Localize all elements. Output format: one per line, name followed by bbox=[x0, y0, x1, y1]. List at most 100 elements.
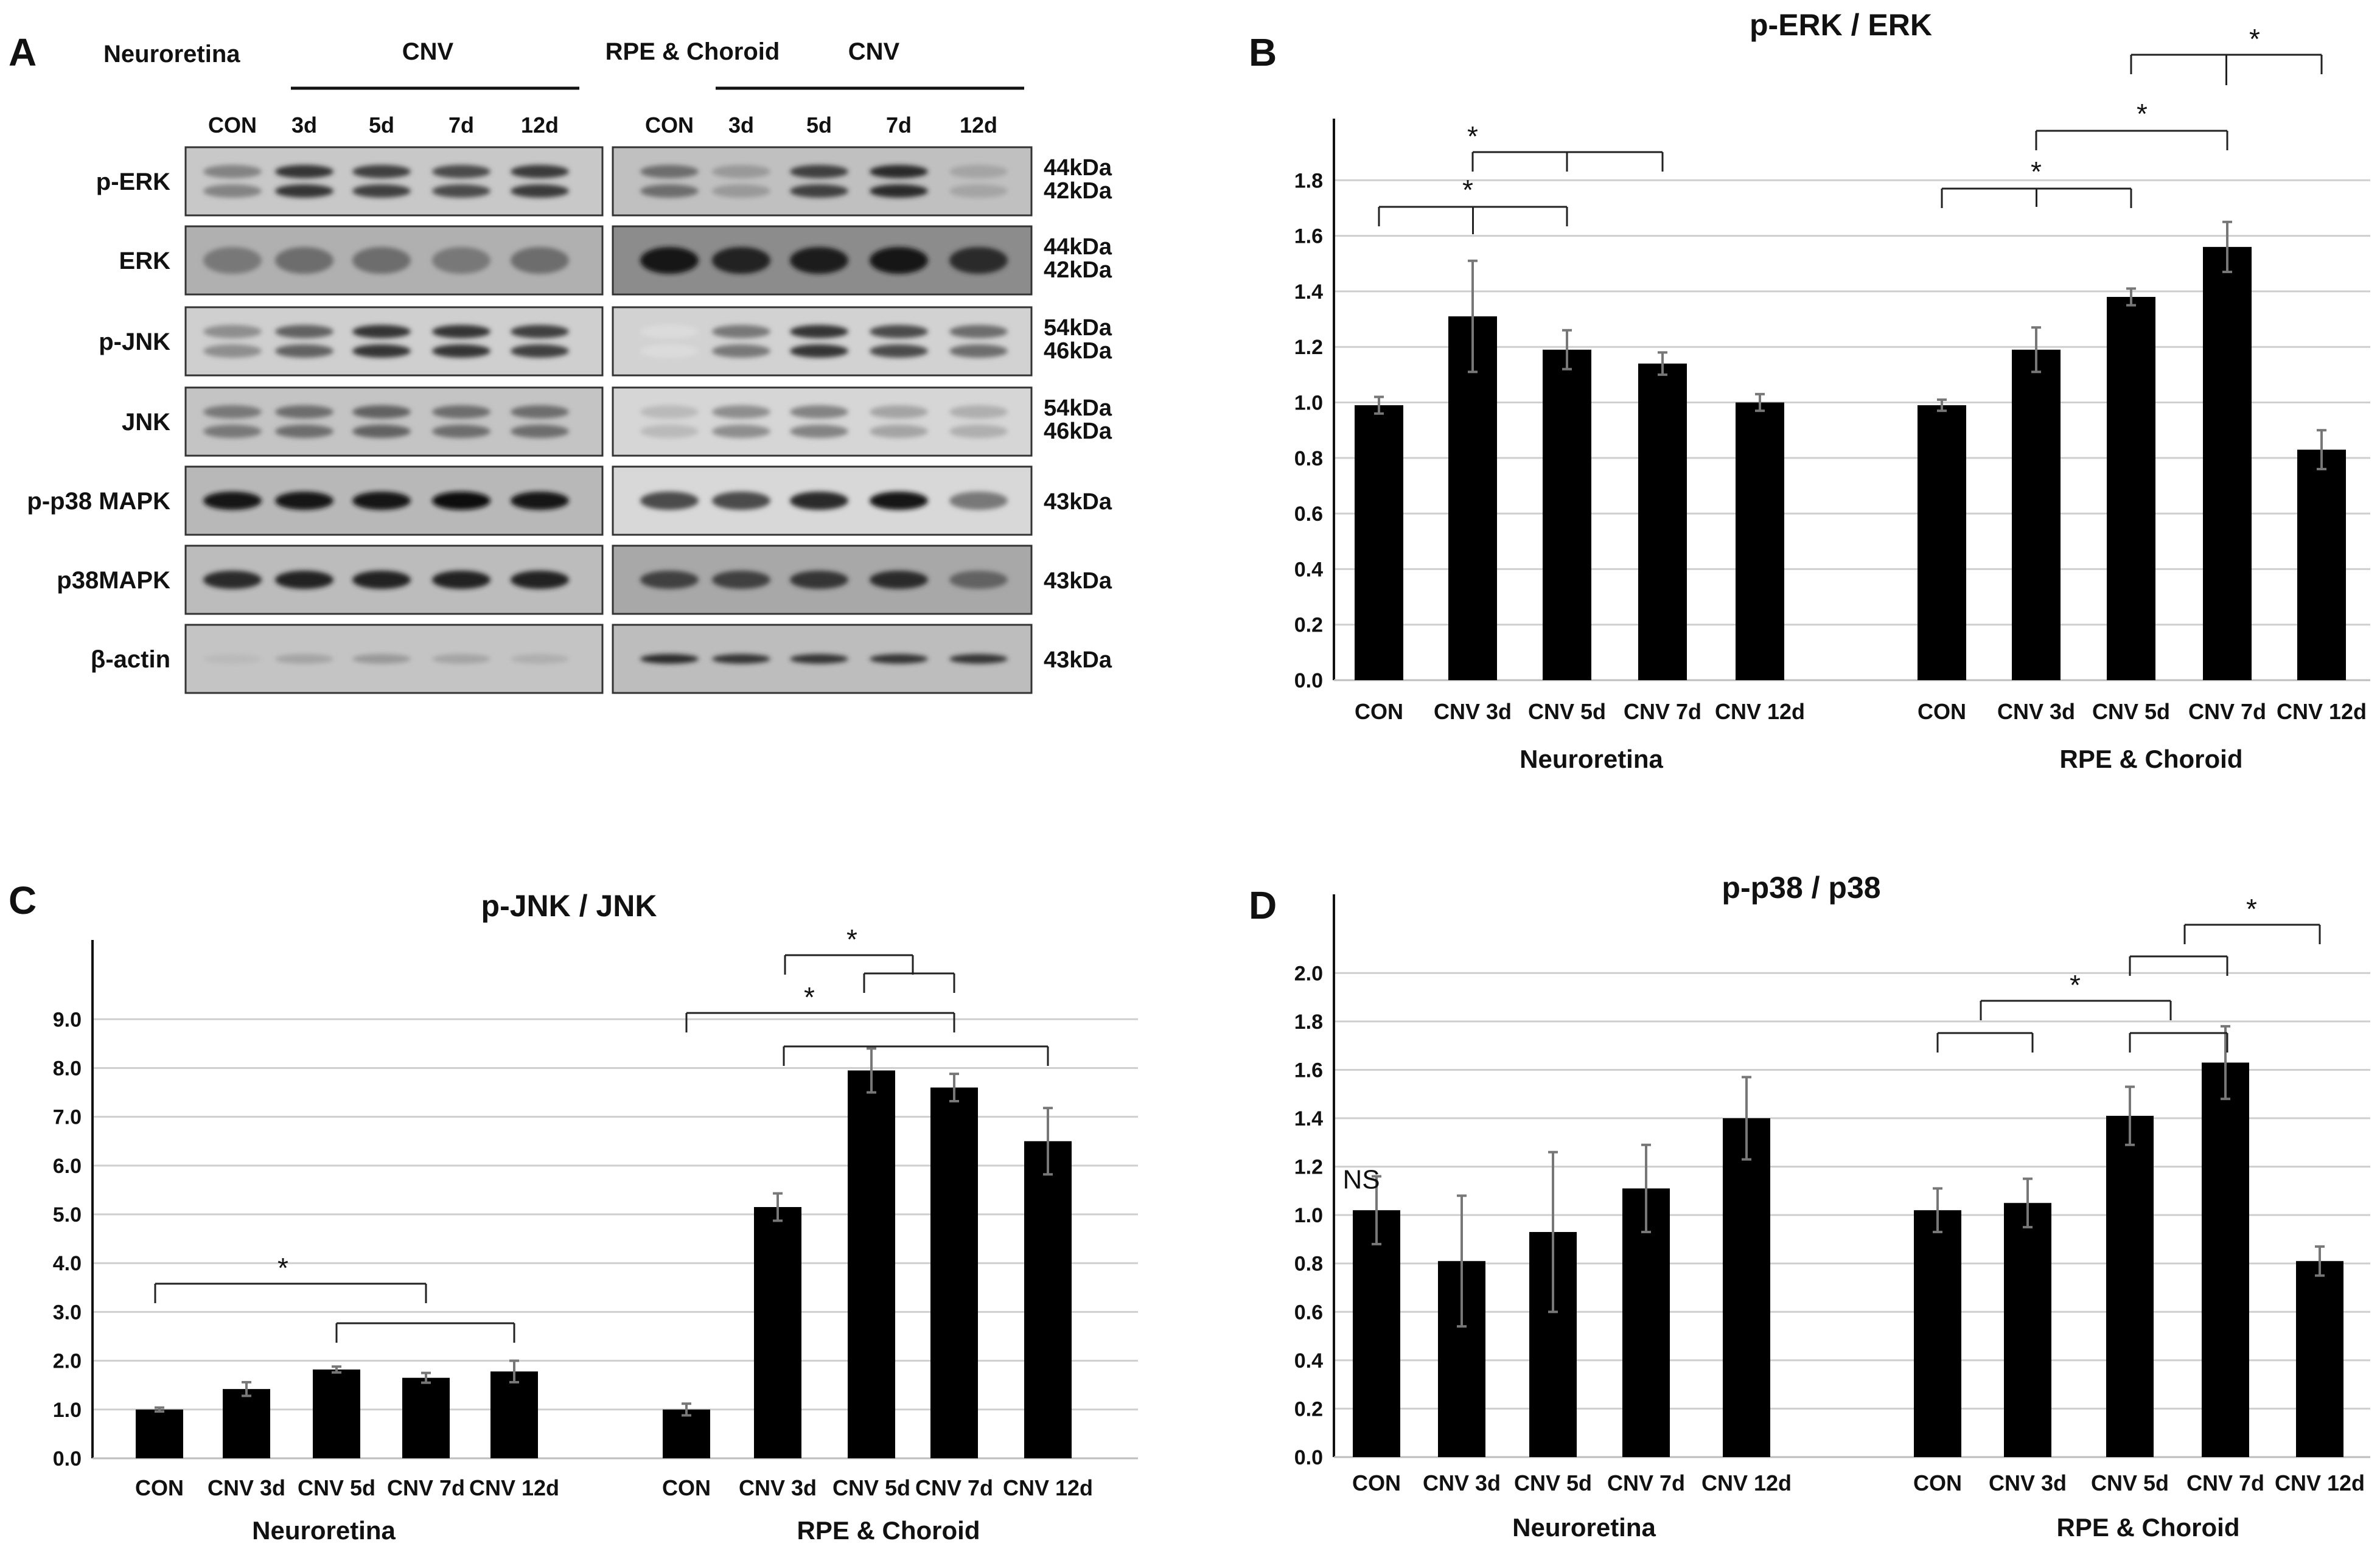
y-tick-label: 0.6 bbox=[1294, 503, 1323, 526]
significance-star: * bbox=[2249, 23, 2260, 55]
x-category-label: CNV 7d bbox=[2186, 1470, 2264, 1495]
blot-band bbox=[432, 425, 490, 438]
y-tick-label: 0.0 bbox=[1294, 1446, 1323, 1469]
blot-band bbox=[712, 344, 770, 358]
blot-lane-left-3: 7d bbox=[448, 113, 474, 137]
blot-row-label: JNK bbox=[122, 409, 170, 436]
y-tick-label: 2.0 bbox=[53, 1350, 82, 1373]
y-tick-label: 1.0 bbox=[53, 1399, 82, 1422]
x-category-label: CON bbox=[1352, 1470, 1401, 1495]
blot-band bbox=[352, 405, 411, 419]
x-category-label: CNV 3d bbox=[1423, 1470, 1501, 1495]
significance-star: * bbox=[2246, 893, 2257, 925]
blot-lane-right-2: 5d bbox=[806, 113, 832, 137]
blot-band bbox=[203, 654, 262, 664]
blot-row-label: β-actin bbox=[91, 646, 170, 673]
y-tick-label: 0.2 bbox=[1294, 1397, 1323, 1421]
blot-band bbox=[511, 405, 569, 419]
blot-row-5: p38MAPK 43kDa bbox=[57, 545, 1112, 615]
blot-band bbox=[712, 165, 770, 178]
x-category-label: CNV 3d bbox=[1434, 699, 1512, 724]
significance-star: * bbox=[1462, 174, 1473, 206]
blot-band bbox=[949, 165, 1008, 178]
blot-left-header: Neuroretina bbox=[103, 41, 240, 68]
y-tick-label: 0.0 bbox=[1294, 669, 1323, 692]
bar-rpe-choroid-4 bbox=[2297, 450, 2346, 680]
y-tick-label: 2.0 bbox=[1294, 962, 1323, 985]
bar-rpe-choroid-3 bbox=[2203, 246, 2252, 680]
y-tick-label: 1.0 bbox=[1294, 392, 1323, 415]
blot-band bbox=[712, 325, 770, 338]
blot-band bbox=[949, 325, 1008, 338]
y-tick-label: 1.2 bbox=[1294, 336, 1323, 359]
blot-band bbox=[949, 405, 1008, 419]
blot-band bbox=[275, 184, 333, 198]
blot-lane-labels: CON CON 3d 3d 5d 5d 7d 7d 12d 12d bbox=[208, 113, 997, 137]
not-significant-label: NS bbox=[1342, 1165, 1380, 1195]
chart-p-jnk-jnk: p-JNK / JNK 0.0 1.0 2.0 3.0 4.0 5.0 6.0 7.0 8.0 9.… bbox=[53, 889, 1138, 1545]
x-category-label: CON bbox=[1355, 699, 1403, 724]
blot-band bbox=[511, 247, 569, 274]
bar-rpe-choroid-1 bbox=[754, 1207, 801, 1458]
blot-panel-right bbox=[612, 306, 1033, 377]
x-category-label: CNV 5d bbox=[832, 1475, 910, 1500]
blot-band bbox=[790, 492, 848, 510]
blot-kda-label: 43kDa bbox=[1044, 647, 1112, 673]
blot-band bbox=[432, 247, 490, 274]
blot-band bbox=[790, 571, 848, 589]
blot-band bbox=[511, 571, 569, 589]
bar-neuroretina-4 bbox=[1736, 402, 1784, 680]
blot-band bbox=[870, 492, 928, 510]
x-category-label: CNV 5d bbox=[1514, 1470, 1592, 1495]
blot-band bbox=[203, 247, 262, 274]
x-category-label: CNV 3d bbox=[208, 1475, 285, 1500]
blot-band bbox=[790, 654, 848, 664]
blot-panel-right bbox=[612, 146, 1033, 217]
x-category-label: CON bbox=[135, 1475, 184, 1500]
blot-lane-left-1: 3d bbox=[291, 113, 317, 137]
blot-band bbox=[203, 165, 262, 178]
blot-band bbox=[790, 325, 848, 338]
blot-left-cnv-label: CNV bbox=[402, 38, 454, 65]
y-tick-label: 6.0 bbox=[53, 1155, 82, 1178]
blot-band bbox=[949, 344, 1008, 358]
x-category-label: CNV 12d bbox=[1003, 1475, 1093, 1500]
x-category-label: CNV 3d bbox=[739, 1475, 817, 1500]
blot-band bbox=[511, 165, 569, 178]
significance-star: * bbox=[804, 981, 815, 1013]
x-category-label: CNV 7d bbox=[1607, 1470, 1685, 1495]
bar-rpe-choroid-0 bbox=[663, 1409, 710, 1458]
bar-rpe-choroid-0 bbox=[1918, 405, 1966, 680]
chart-title: p-ERK / ERK bbox=[1750, 8, 1932, 42]
x-category-label: CNV 12d bbox=[1715, 699, 1805, 724]
blot-band bbox=[511, 425, 569, 438]
bar-rpe-choroid-0 bbox=[1914, 1210, 1961, 1457]
blot-band bbox=[275, 654, 333, 664]
panel-letter-a: A bbox=[9, 30, 37, 74]
bar-rpe-choroid-1 bbox=[2012, 349, 2061, 680]
blot-band bbox=[712, 184, 770, 198]
group-label: Neuroretina bbox=[1512, 1513, 1656, 1542]
blot-band bbox=[790, 184, 848, 198]
blot-band bbox=[352, 492, 411, 510]
y-tick-label: 7.0 bbox=[53, 1106, 82, 1129]
y-tick-label: 1.0 bbox=[1294, 1204, 1323, 1227]
bar-neuroretina-0 bbox=[1355, 405, 1403, 680]
blot-band bbox=[352, 247, 411, 274]
x-category-label: CNV 5d bbox=[1528, 699, 1606, 724]
chart-title: p-JNK / JNK bbox=[481, 889, 657, 923]
x-category-label: CNV 5d bbox=[298, 1475, 375, 1500]
blot-band bbox=[352, 165, 411, 178]
x-category-label: CON bbox=[1918, 699, 1966, 724]
x-category-label: CNV 7d bbox=[2188, 699, 2266, 724]
y-tick-label: 9.0 bbox=[53, 1008, 82, 1031]
blot-band bbox=[870, 325, 928, 338]
blot-band bbox=[203, 405, 262, 419]
blot-band bbox=[275, 247, 333, 274]
blot-kda-label: 42kDa bbox=[1044, 257, 1112, 283]
bar-neuroretina-4 bbox=[490, 1371, 538, 1458]
y-tick-label: 1.6 bbox=[1294, 225, 1323, 248]
blot-band bbox=[511, 325, 569, 338]
